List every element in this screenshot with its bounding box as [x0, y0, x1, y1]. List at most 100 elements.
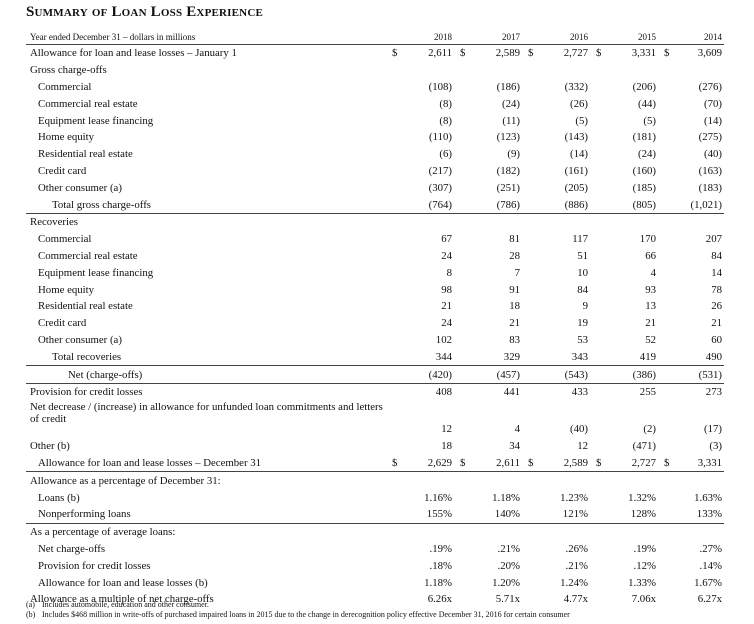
- table-row: Total gross charge-offs (764) (786) (886) (8…: [26, 196, 724, 214]
- row-value: 91: [509, 283, 520, 296]
- currency-spacer: [590, 264, 604, 281]
- currency-spacer: [658, 264, 672, 281]
- row-value: (181): [632, 131, 656, 144]
- currency-spacer: [386, 179, 400, 196]
- row-value: 490: [672, 348, 724, 367]
- header-label: Year ended December 31 – dollars in mill…: [26, 30, 386, 45]
- currency-spacer: [522, 196, 536, 214]
- currency-symbol: $: [664, 47, 670, 60]
- row-value: 12: [441, 422, 452, 435]
- row-value: 24: [441, 249, 452, 262]
- row-value: 13: [645, 300, 656, 313]
- currency-spacer: [590, 315, 604, 332]
- currency-spacer: [454, 298, 468, 315]
- currency-spacer: [658, 212, 672, 231]
- currency-spacer: [522, 365, 536, 384]
- currency-spacer: [658, 79, 672, 96]
- currency-spacer: [590, 62, 604, 79]
- row-value: 4: [514, 422, 520, 435]
- table-row: Provision for credit losses 408 441 433 255 2…: [26, 383, 724, 400]
- currency-spacer: [590, 129, 604, 146]
- row-value: (531): [672, 365, 724, 384]
- table-title: Summary of Loan Loss Experience: [26, 4, 264, 20]
- row-value: 7.06x: [631, 593, 656, 606]
- currency-spacer: [386, 472, 400, 489]
- row-value: 81: [509, 233, 520, 246]
- table-row: Home equity 98 91 84 93 78: [26, 281, 724, 298]
- currency-spacer: [454, 348, 468, 367]
- row-value: 14: [711, 266, 722, 279]
- currency-spacer: [454, 401, 468, 438]
- table-row: Net (charge-offs) (420) (457) (543) (386) (53…: [26, 365, 724, 384]
- currency-spacer: [658, 196, 672, 214]
- row-value: 3,331: [631, 47, 656, 60]
- row-value: 67: [441, 233, 452, 246]
- currency-spacer: [386, 541, 400, 558]
- currency-spacer: [658, 62, 672, 79]
- currency-spacer: [386, 79, 400, 96]
- row-value: .19%: [429, 542, 453, 555]
- currency-spacer: [658, 179, 672, 196]
- row-value: 344: [400, 348, 454, 367]
- currency-spacer: [658, 438, 672, 455]
- row-value: 1.67%: [694, 576, 722, 589]
- currency-spacer: [522, 348, 536, 367]
- currency-spacer: [386, 506, 400, 523]
- row-label: Other consumer (a): [38, 181, 122, 194]
- row-value: 255: [639, 386, 656, 399]
- row-value: (1,021): [672, 196, 724, 214]
- row-value: 93: [645, 283, 656, 296]
- currency-spacer: [590, 383, 604, 400]
- currency-spacer: [386, 62, 400, 79]
- row-value: 53: [577, 333, 588, 346]
- table-row: Gross charge-offs: [26, 62, 724, 79]
- row-value: (307): [428, 181, 452, 194]
- row-label: Allowance for loan and lease losses – Ja…: [30, 47, 237, 60]
- row-value: [604, 472, 658, 489]
- table-row: Allowance for loan and lease losses (b) 1…: [26, 574, 724, 591]
- currency-spacer: [386, 196, 400, 214]
- row-value: .20%: [497, 559, 521, 572]
- row-value: 155%: [426, 508, 452, 521]
- currency-spacer: [454, 212, 468, 231]
- row-value: [400, 522, 454, 541]
- currency-spacer: [522, 212, 536, 231]
- row-label: Recoveries: [26, 212, 386, 231]
- row-value: (186): [496, 80, 520, 93]
- row-value: (160): [632, 164, 656, 177]
- row-value: [536, 472, 590, 489]
- row-value: 140%: [494, 508, 520, 521]
- row-value: .27%: [699, 542, 723, 555]
- table-row: Commercial (108) (186) (332) (206) (276): [26, 79, 724, 96]
- row-value: 52: [645, 333, 656, 346]
- table-row: Allowance as a percentage of December 31…: [26, 472, 724, 489]
- currency-spacer: [522, 298, 536, 315]
- row-value: [400, 62, 454, 79]
- year-header: 2014: [672, 30, 724, 45]
- currency-spacer: [590, 163, 604, 180]
- row-value: (44): [638, 97, 656, 110]
- row-value: (182): [496, 164, 520, 177]
- currency-spacer: [658, 541, 672, 558]
- row-label: Allowance as a percentage of December 31…: [30, 474, 221, 487]
- currency-spacer: [522, 472, 536, 489]
- row-value: (786): [468, 196, 522, 214]
- currency-spacer: [386, 248, 400, 265]
- currency-spacer: [590, 281, 604, 298]
- table-row: Credit card 24 21 19 21 21: [26, 315, 724, 332]
- row-value: (2): [643, 422, 656, 435]
- row-value: (275): [698, 131, 722, 144]
- currency-spacer: [658, 522, 672, 541]
- row-value: 1.18%: [492, 491, 520, 504]
- currency-spacer: [386, 112, 400, 129]
- row-value: 24: [441, 317, 452, 330]
- row-value: [468, 62, 522, 79]
- currency-spacer: [658, 348, 672, 367]
- row-value: 34: [509, 440, 520, 453]
- currency-spacer: [658, 95, 672, 112]
- currency-spacer: [658, 129, 672, 146]
- row-value: (123): [496, 131, 520, 144]
- year-header: 2015: [604, 30, 658, 45]
- currency-spacer: [522, 163, 536, 180]
- row-value: (805): [604, 196, 658, 214]
